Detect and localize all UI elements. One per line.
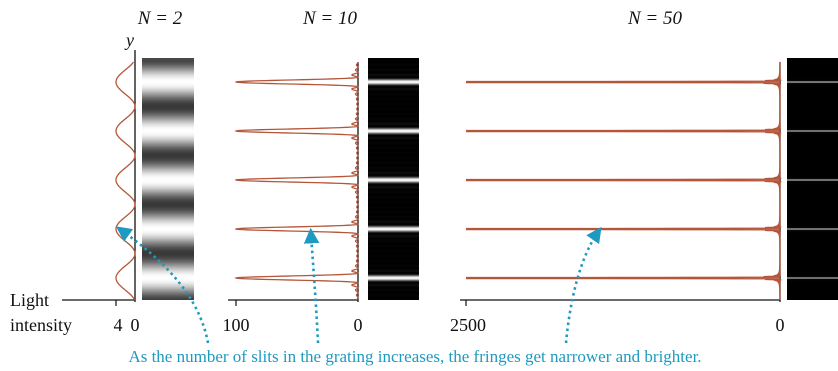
panel-n50 <box>460 58 838 306</box>
fringe-pattern-stripe <box>142 58 194 300</box>
caption: As the number of slits in the grating in… <box>128 347 701 366</box>
panel-n2 <box>62 50 194 306</box>
fringe-pattern-stripe <box>368 58 419 300</box>
intensity-curve <box>115 61 136 301</box>
tick-label-n10-max: 100 <box>223 315 250 335</box>
y-axis-label: y <box>124 30 134 50</box>
intensity-curve <box>234 61 359 301</box>
tick-label-n50-zero: 0 <box>776 315 785 335</box>
panel-n10 <box>228 58 419 306</box>
tick-label-n50-max: 2500 <box>450 315 486 335</box>
tick-label-n2-max: 4 <box>114 315 123 335</box>
panel-title-n10: N = 10 <box>302 8 357 29</box>
tick-label-n2-zero: 0 <box>131 315 140 335</box>
tick-label-n10-zero: 0 <box>354 315 363 335</box>
fringe-pattern-stripe <box>787 58 838 300</box>
annotation-arrow-n10 <box>303 227 320 344</box>
annotation-arrow-n2 <box>115 226 210 344</box>
annotation-arrow-n50 <box>564 226 602 344</box>
x-axis-label-intensity: intensity <box>10 315 72 335</box>
x-axis-label-light: Light <box>10 290 49 310</box>
panel-title-n50: N = 50 <box>627 8 682 29</box>
panel-title-n2: N = 2 <box>137 8 183 29</box>
